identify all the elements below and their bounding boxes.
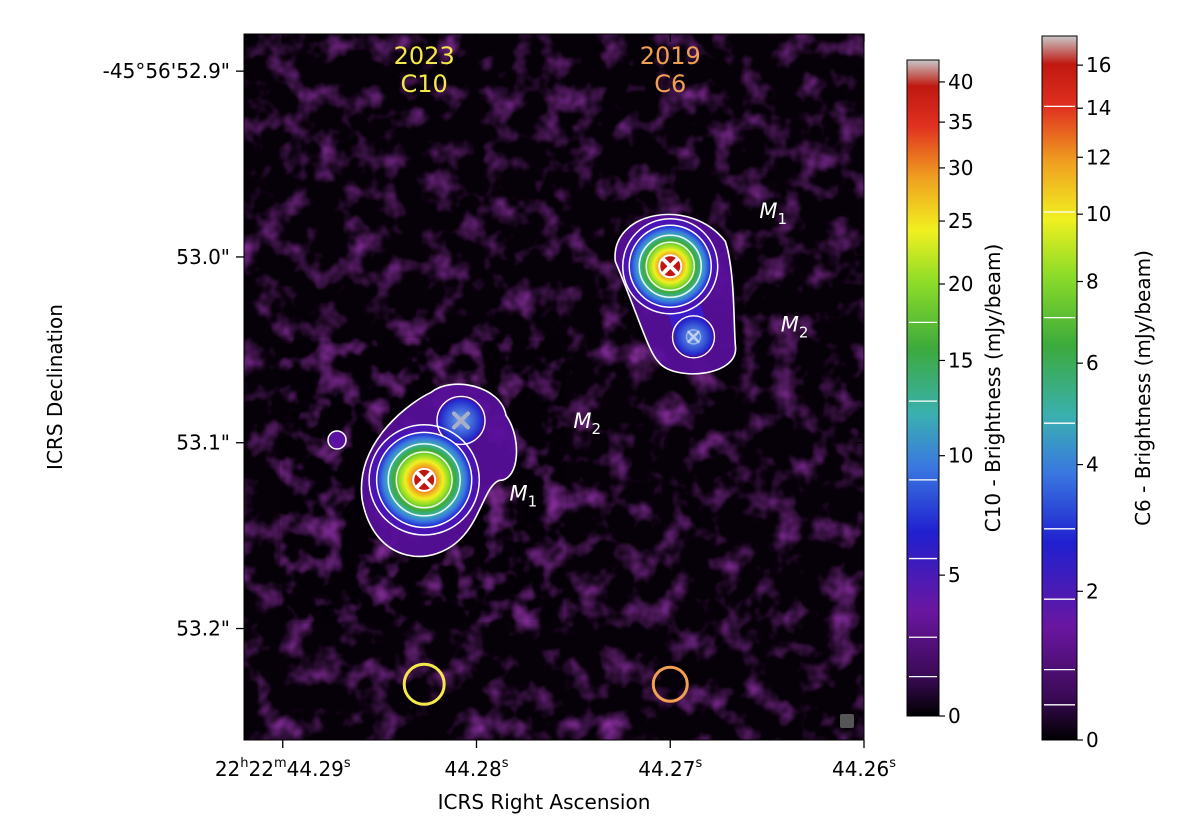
src-2023: M1 M2: [360, 383, 601, 558]
x-tick-label: 22h22m44.29s: [215, 756, 351, 781]
contour-outer: [614, 213, 737, 375]
contour-level: [638, 234, 702, 298]
colorbar-tick-label: 12: [1086, 145, 1111, 169]
y-tick-label: 53.0": [176, 245, 230, 269]
contour-secondary: [671, 315, 716, 359]
epoch-config-c10: C10: [401, 70, 448, 98]
contour-level: [645, 241, 695, 291]
epoch-year-2023: 2023: [394, 42, 455, 70]
axes: 22h22m44.29s 44.28s 44.27s 44.26s -45°56'52.…: [43, 33, 896, 814]
component-label-m2: M2: [573, 409, 601, 438]
isolated-contour: [327, 430, 347, 450]
beam-c10: [402, 662, 446, 706]
marker-m1-x: [661, 257, 680, 276]
y-tick-label: -45°56'52.9": [103, 59, 230, 83]
marker-m1-x: [415, 470, 434, 489]
colorbar-tick-label: 2: [1086, 579, 1099, 603]
component-label-m1: M1: [759, 199, 787, 228]
colorbar-label: C6 - Brightness (mJy/beam): [1131, 250, 1155, 526]
x-tick-label: 44.27s: [638, 756, 702, 781]
component-label-m1: M1: [509, 481, 537, 510]
colorbar-tick-label: 40: [948, 70, 973, 94]
colorbar-c6: 0 2 4 6 8 10 12 14 16 C6 - Brightness (mJy/beam): [1041, 35, 1155, 752]
colorbar-tick-label: 25: [948, 209, 973, 233]
plot-frame: [243, 33, 865, 741]
contour-outer: [360, 383, 518, 558]
colorbar-tick-label: 16: [1086, 53, 1111, 77]
epoch-year-2019: 2019: [640, 42, 701, 70]
colorbar-tick-label: 5: [948, 563, 961, 587]
colorbar-tick-label: 0: [1086, 728, 1099, 752]
x-axis-label: ICRS Right Ascension: [438, 790, 651, 814]
component-label-m2: M2: [781, 312, 809, 341]
contour-level: [387, 443, 461, 517]
colorbar-tick-label: 8: [1086, 270, 1099, 294]
colorbar-tick-label: 15: [948, 348, 973, 372]
colorbar-tick-label: 20: [948, 272, 973, 296]
colorbar-tick-label: 6: [1086, 351, 1099, 375]
colorbar-tick-label: 0: [948, 704, 961, 728]
epoch-config-c6: C6: [654, 70, 686, 98]
colorbar-label: C10 - Brightness (mJy/beam): [981, 244, 1005, 533]
marker-m2-x: [687, 330, 700, 344]
x-tick-label: 44.26s: [832, 756, 896, 781]
colorbar-c10: 0 5 10 15 20 25 30 35 40 C10 - Brightness (mJy/be…: [906, 59, 1005, 728]
contour-mid: [622, 217, 719, 315]
y-tick-label: 53.2": [176, 617, 230, 641]
colorbar-tick-label: 30: [948, 156, 973, 180]
colorbar-tick-label: 14: [1086, 96, 1111, 120]
image-plane: [244, 34, 864, 740]
corner-marker: [840, 714, 854, 728]
contour-level: [395, 451, 453, 509]
contour-secondary: [436, 395, 486, 446]
src-2019: M1 M2: [614, 199, 809, 375]
colorbar-tick-label: 10: [948, 444, 973, 468]
colorbar-tick-label: 4: [1086, 453, 1099, 477]
colorbar-tick-label: 35: [948, 110, 973, 134]
x-tick-label: 44.28s: [444, 756, 508, 781]
beam-c6: [651, 665, 689, 703]
y-tick-label: 53.1": [176, 431, 230, 455]
marker-m2-x: [452, 411, 470, 430]
colorbar-tick-label: 10: [1086, 202, 1111, 226]
contour-level: [375, 431, 473, 529]
y-axis-label: ICRS Declination: [43, 304, 67, 470]
colorbar-gradient: [1041, 35, 1078, 741]
marker-m2-ring: [685, 329, 702, 345]
colorbar-gradient: [906, 59, 940, 717]
contour-level: [628, 224, 712, 308]
contour-mid: [368, 424, 481, 536]
